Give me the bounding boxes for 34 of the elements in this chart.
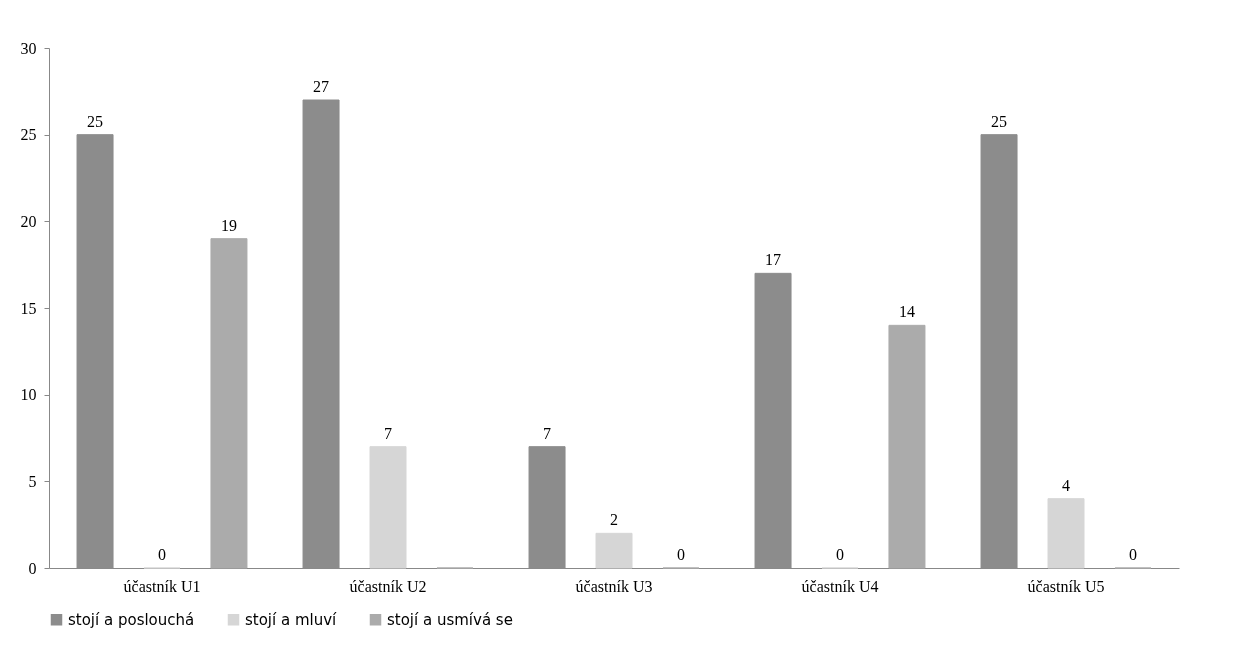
legend-label: stojí a poslouchá [68,610,195,629]
x-tick-label: účastník U2 [349,577,427,595]
y-tick-label: 15 [20,299,37,317]
y-tick-label: 30 [20,39,37,57]
legend-label: stojí a mluví [245,610,338,629]
data-label: 7 [384,424,392,442]
x-tick-label: účastník U5 [1027,577,1105,595]
y-tick-label: 10 [20,386,37,404]
x-tick-label: účastník U4 [801,577,879,595]
data-label: 0 [836,546,844,563]
data-label: 0 [1128,546,1137,563]
y-tick-label: 5 [28,472,37,490]
data-label: 0 [158,546,166,563]
data-label: 27 [313,78,330,95]
data-label: 25 [991,112,1008,130]
data-label: 7 [543,424,552,442]
data-label: 4 [1062,476,1070,494]
x-tick-label: účastník U3 [575,577,653,595]
y-tick-label: 20 [20,212,37,230]
bar [595,532,633,569]
legend-label: stojí a usmívá se [387,610,513,629]
data-label: 0 [676,546,685,563]
bar [888,324,926,569]
x-tick-label: účastník U1 [123,577,201,595]
y-tick-label: 25 [20,126,37,144]
data-label: 19 [220,216,237,234]
data-label: 25 [87,112,104,130]
bar [210,238,248,569]
bar [369,446,407,569]
data-label: 14 [898,303,915,321]
bar [1047,498,1085,569]
data-label: 2 [610,511,618,529]
data-label: 17 [765,251,782,269]
y-tick-label: 0 [28,559,37,577]
